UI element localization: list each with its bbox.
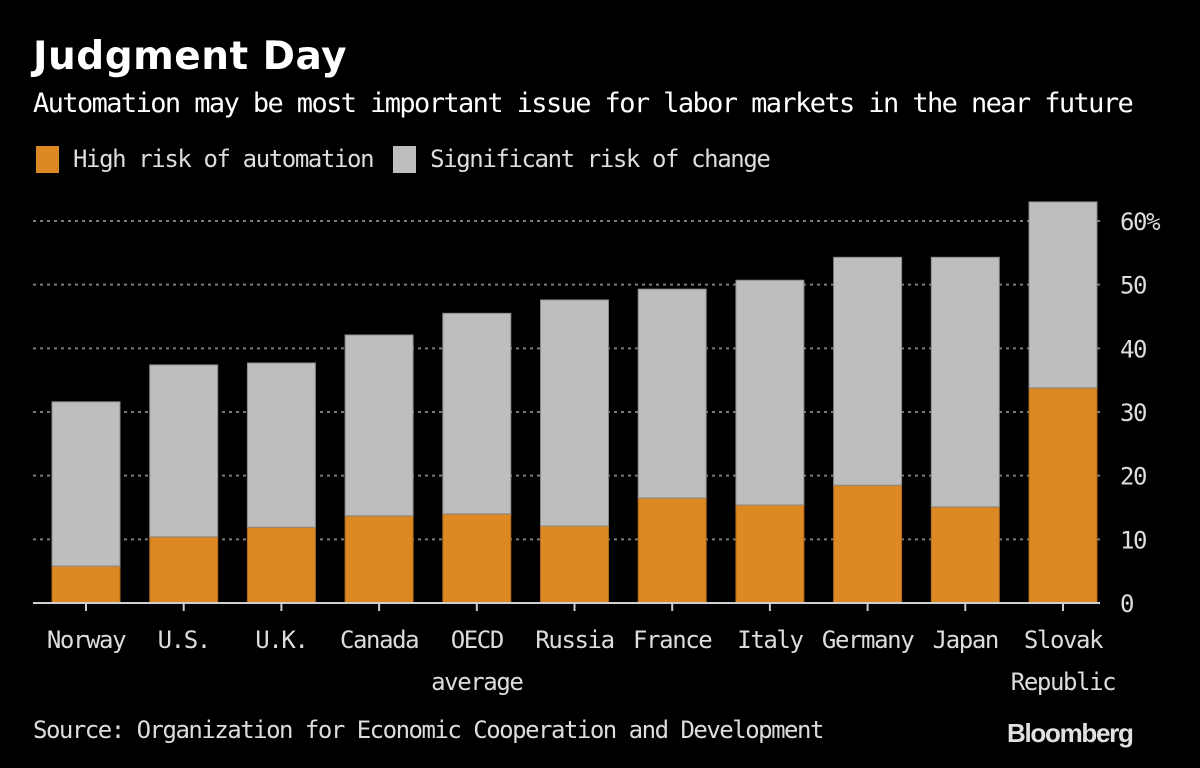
y-tick-label: 0 (1120, 590, 1133, 618)
y-tick-label: 30 (1120, 399, 1146, 427)
y-tick-label: 60% (1120, 208, 1161, 236)
bar-significant-change (51, 401, 121, 567)
bar-significant-change (735, 279, 805, 506)
bar-significant-change (930, 256, 1000, 508)
bar-high-risk (51, 565, 121, 604)
bar-significant-change (149, 364, 219, 538)
bar-significant-change (246, 362, 316, 528)
x-tick-label: France (633, 626, 712, 654)
x-tick-label: Japan (933, 626, 998, 654)
x-tick-label: Russia (535, 626, 613, 654)
bar-high-risk (930, 506, 1000, 604)
bar-significant-change (1028, 201, 1098, 389)
legend-swatch-high-risk (36, 145, 59, 173)
bar-significant-change (637, 288, 707, 499)
bar-significant-change (540, 299, 609, 527)
bloomberg-logo: Bloomberg (1007, 718, 1134, 748)
x-tick-label: Canada (340, 626, 418, 654)
x-tick-label: U.S. (158, 626, 210, 654)
x-tick-label: Slovak (1024, 626, 1104, 654)
bar-significant-change (833, 256, 903, 486)
bar-high-risk (637, 497, 707, 604)
x-tick-label: Italy (737, 626, 803, 654)
bar-high-risk (1028, 387, 1098, 604)
bar-high-risk (246, 526, 316, 604)
legend-swatch-significant-change (393, 145, 417, 173)
x-tick-label: Republic (1011, 668, 1115, 696)
legend-item-high-risk: High risk of automation (36, 145, 375, 173)
y-tick-label: 50 (1120, 272, 1146, 300)
legend-label-significant-change: Significant risk of change (430, 145, 771, 173)
bar-high-risk (149, 536, 219, 604)
bar-high-risk (344, 515, 414, 604)
x-tick-label: Norway (47, 626, 126, 654)
source-note: Source: Organization for Economic Cooper… (33, 716, 824, 744)
bar-significant-change (344, 334, 414, 517)
x-tick-label: OECD (451, 626, 503, 654)
x-tick-label: U.K. (255, 626, 307, 654)
y-tick-label: 40 (1120, 335, 1146, 363)
chart-title: Judgment Day (33, 34, 348, 79)
bar-significant-change (442, 312, 512, 515)
x-tick-label: average (431, 668, 523, 696)
legend-label-high-risk: High risk of automation (73, 145, 375, 173)
bar-high-risk (442, 513, 512, 604)
y-tick-label: 10 (1120, 526, 1146, 554)
y-tick-label: 20 (1120, 463, 1146, 491)
bar-high-risk (735, 504, 805, 604)
legend-item-significant-change: Significant risk of change (393, 145, 771, 173)
bar-high-risk (540, 525, 609, 604)
legend: High risk of automation Significant risk… (36, 145, 789, 173)
chart-subtitle: Automation may be most important issue f… (33, 88, 1134, 119)
bar-high-risk (833, 484, 903, 604)
x-tick-label: Germany (822, 626, 914, 654)
